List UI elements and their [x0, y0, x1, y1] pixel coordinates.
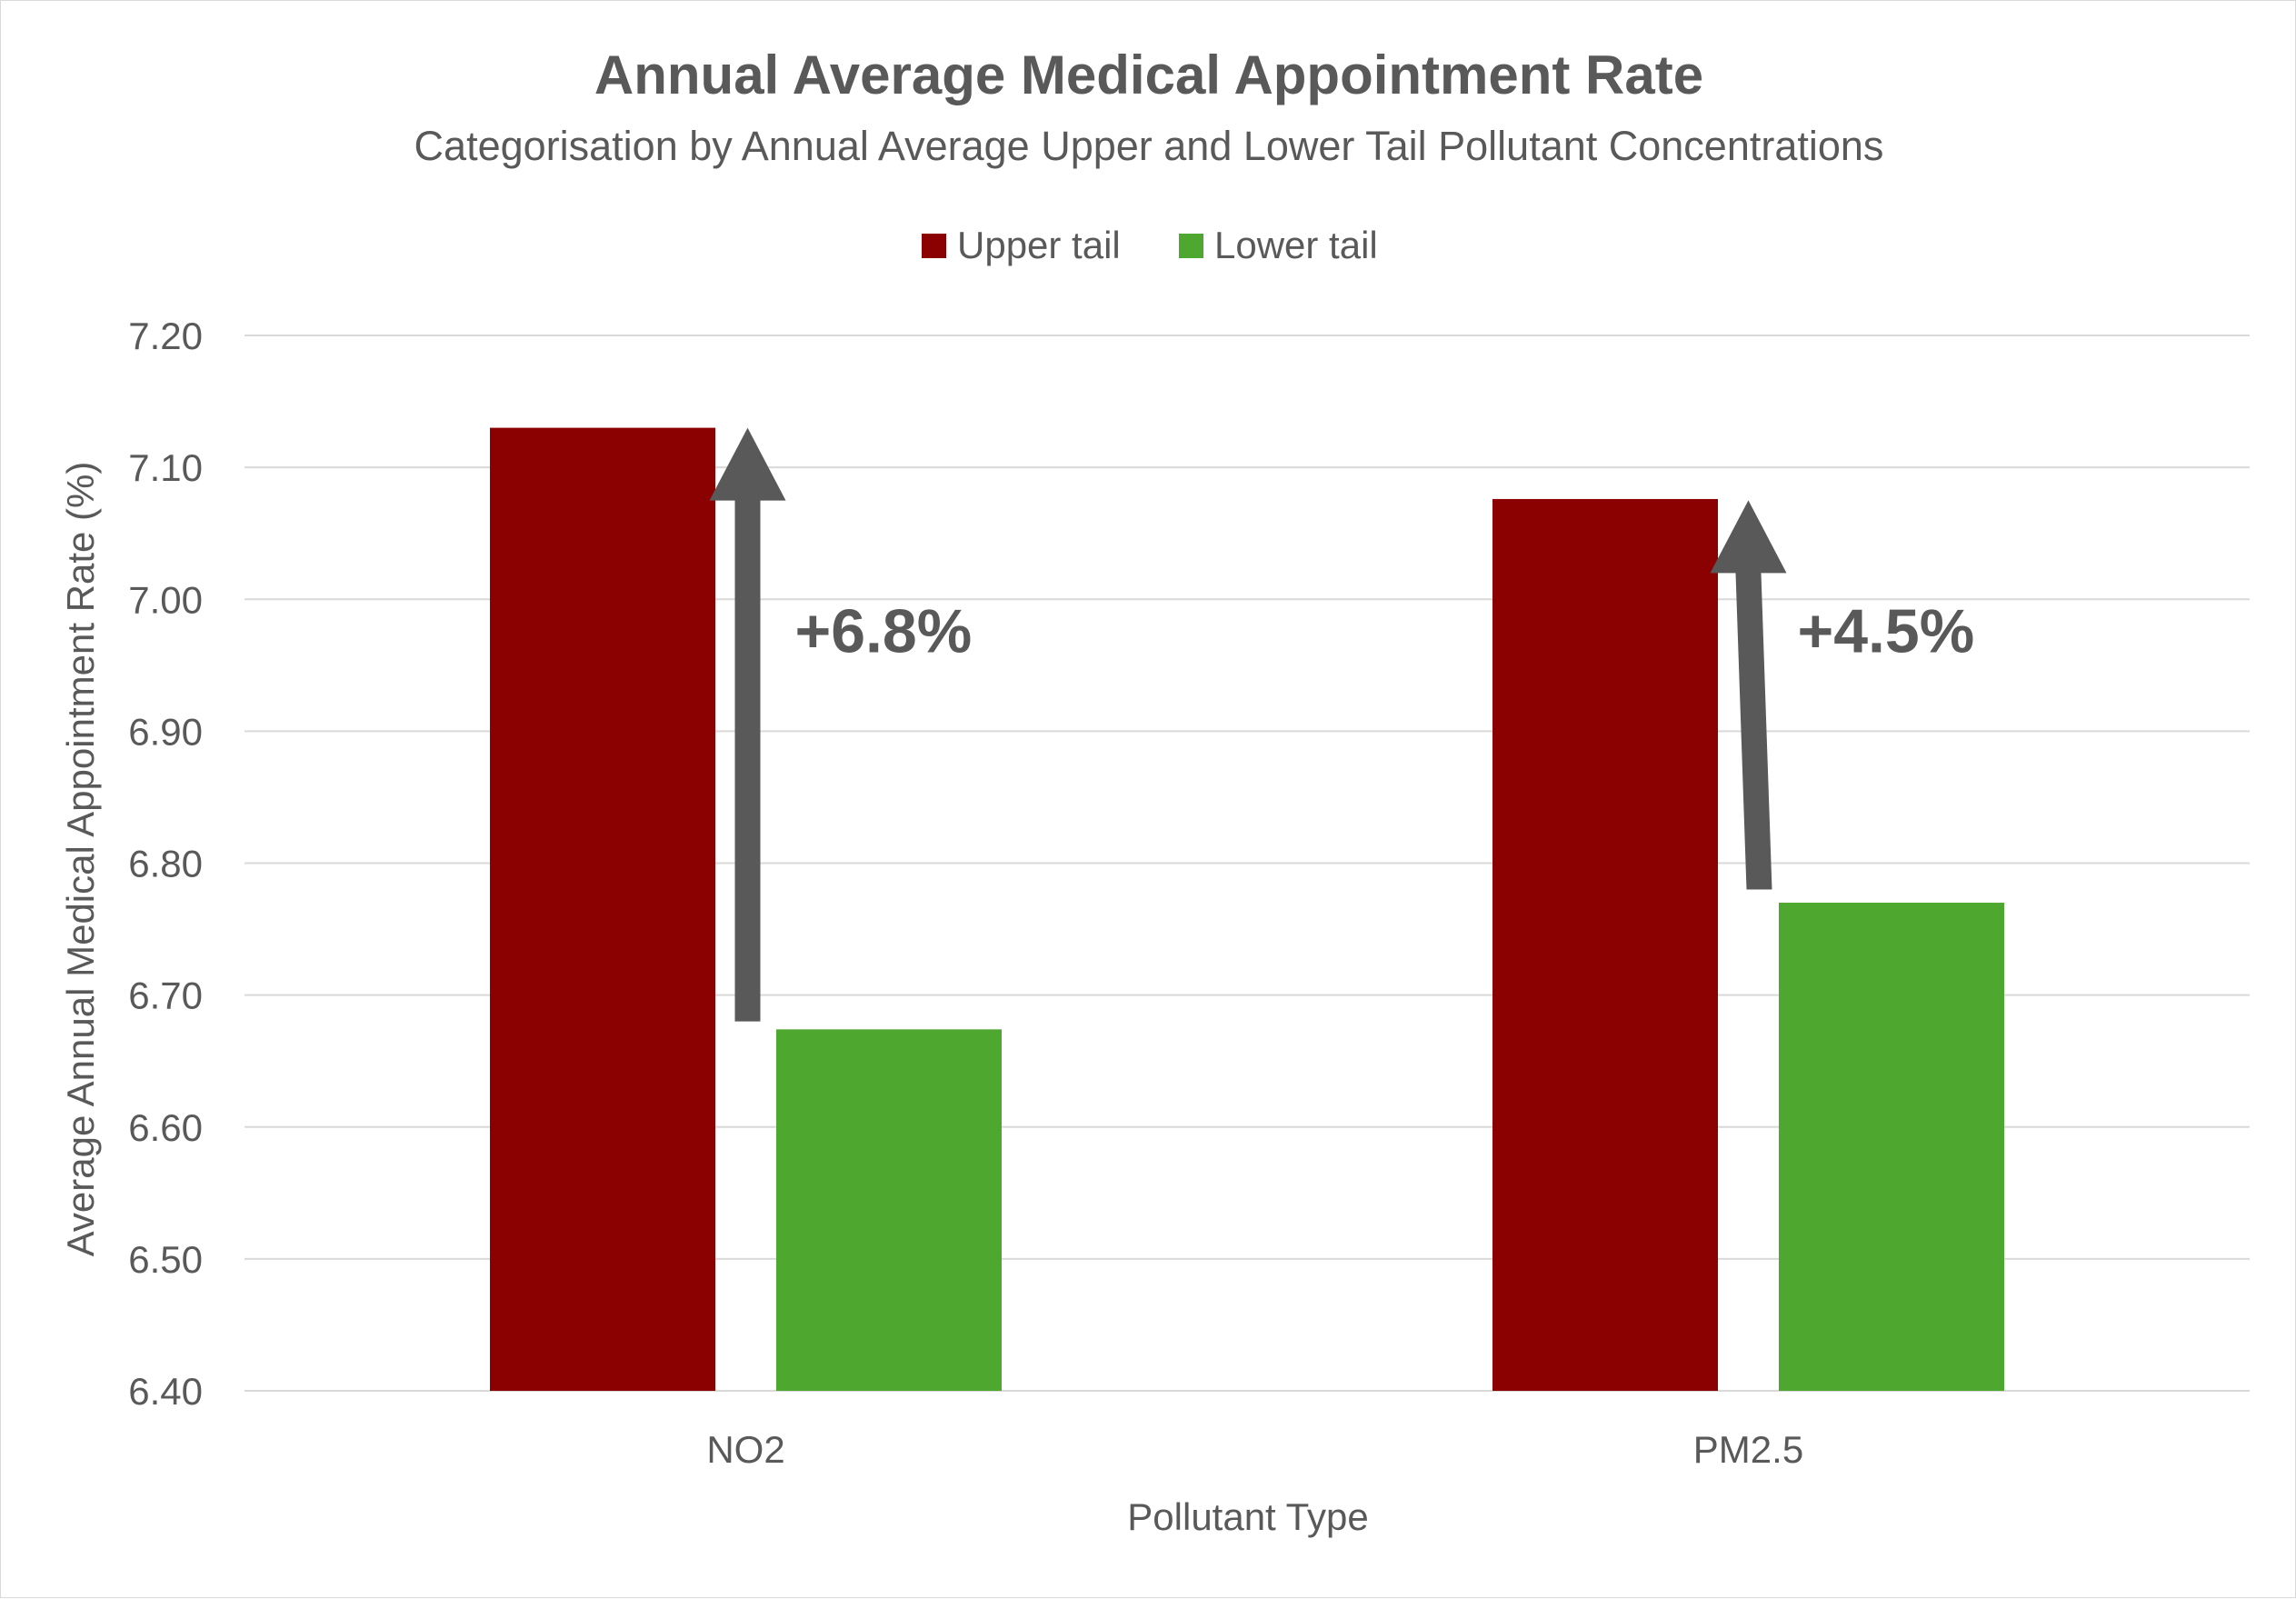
x-axis-title: Pollutant Type [1127, 1495, 1368, 1538]
change-arrows: +6.8% +4.5% [709, 427, 1975, 1022]
chart-subtitle: Categorisation by Annual Average Upper a… [414, 123, 1884, 169]
change-label-no2: +6.8% [795, 596, 973, 665]
y-tick-label: 6.50 [128, 1238, 203, 1281]
bars [490, 427, 2004, 1391]
y-axis-title: Average Annual Medical Appointment Rate … [59, 462, 102, 1257]
y-tick-label: 6.70 [128, 974, 203, 1017]
legend: Upper tail Lower tail [922, 224, 1378, 266]
arrow-pm25 [1710, 500, 1787, 890]
legend-swatch-upper-tail [922, 234, 946, 258]
y-tick-label: 7.20 [128, 315, 203, 357]
x-axis-tick-labels: NO2 PM2.5 [706, 1428, 1803, 1471]
y-tick-label: 7.10 [128, 446, 203, 489]
bar-no2-upper-tail [490, 427, 715, 1391]
legend-swatch-lower-tail [1179, 234, 1203, 258]
x-tick-label: NO2 [706, 1428, 784, 1471]
y-tick-label: 6.90 [128, 710, 203, 753]
bar-pm25-upper-tail [1492, 498, 1718, 1391]
bar-pm25-lower-tail [1779, 903, 2004, 1391]
legend-label-upper-tail: Upper tail [957, 224, 1121, 266]
bar-no2-lower-tail [776, 1029, 1002, 1391]
y-tick-label: 6.60 [128, 1106, 203, 1149]
chart-title: Annual Average Medical Appointment Rate [594, 45, 1703, 105]
y-tick-label: 6.40 [128, 1370, 203, 1413]
x-tick-label: PM2.5 [1693, 1428, 1803, 1471]
y-tick-label: 7.00 [128, 578, 203, 621]
y-axis-tick-labels: 6.40 6.50 6.60 6.70 6.80 6.90 7.00 7.10 7.20 [128, 315, 203, 1413]
y-tick-label: 6.80 [128, 843, 203, 885]
legend-label-lower-tail: Lower tail [1214, 224, 1378, 266]
arrow-no2 [709, 427, 786, 1022]
change-label-pm25: +4.5% [1798, 596, 1975, 665]
